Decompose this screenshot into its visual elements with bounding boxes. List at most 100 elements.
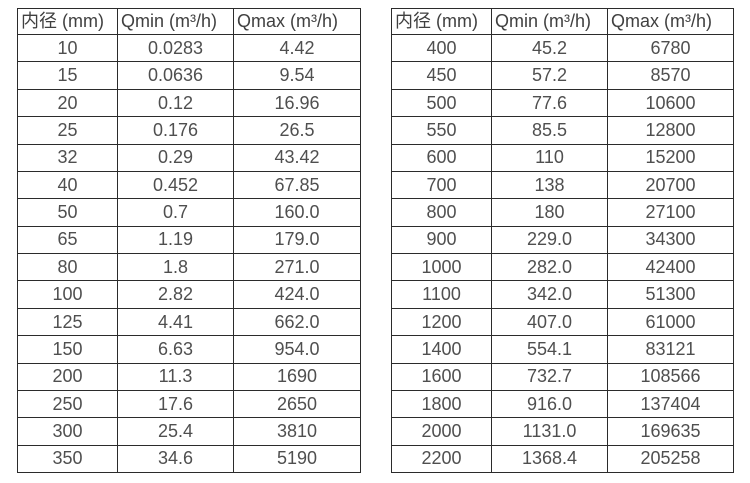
table-cell: 200 — [17, 362, 118, 391]
table-cell: 1200 — [391, 307, 492, 337]
table-cell: 32 — [17, 143, 118, 172]
table-cell: 205258 — [607, 444, 734, 474]
table-cell: 20700 — [607, 170, 734, 200]
table-cell: 550 — [391, 116, 492, 145]
table-row: 550 85.5 12800 — [391, 116, 734, 145]
table-cell: 424.0 — [233, 280, 361, 309]
table-row: 350 34.6 5190 — [17, 444, 361, 474]
table-cell: 700 — [391, 170, 492, 200]
table-row: 800 180 27100 — [391, 198, 734, 227]
column-header-qmax: Qmax (m³/h) — [607, 8, 734, 35]
table-cell: 350 — [17, 444, 118, 474]
table-row: 25 0.176 26.5 — [17, 116, 361, 145]
table-cell: 1800 — [391, 389, 492, 419]
table-cell: 77.6 — [491, 88, 608, 118]
table-cell: 180 — [491, 198, 608, 227]
table-cell: 137404 — [607, 389, 734, 419]
table-cell: 9.54 — [233, 61, 361, 90]
table-cell: 282.0 — [491, 252, 608, 282]
table-cell: 4.42 — [233, 33, 361, 63]
column-header-qmin: Qmin (m³/h) — [117, 8, 234, 35]
table-row: 2200 1368.4 205258 — [391, 444, 734, 474]
table-row: 200 11.3 1690 — [17, 362, 361, 391]
table-cell: 20 — [17, 88, 118, 118]
table-cell: 1600 — [391, 362, 492, 391]
table-cell: 125 — [17, 307, 118, 337]
table-cell: 662.0 — [233, 307, 361, 337]
table-cell: 25.4 — [117, 417, 234, 446]
table-cell: 45.2 — [491, 33, 608, 63]
table-cell: 1100 — [391, 280, 492, 309]
table-cell: 34.6 — [117, 444, 234, 474]
table-cell: 34300 — [607, 225, 734, 255]
table-cell: 12800 — [607, 116, 734, 145]
table-cell: 40 — [17, 170, 118, 200]
table-row: 150 6.63 954.0 — [17, 335, 361, 364]
table-row: 125 4.41 662.0 — [17, 307, 361, 337]
table-cell: 1.19 — [117, 225, 234, 255]
table-cell: 450 — [391, 61, 492, 90]
table-cell: 5190 — [233, 444, 361, 474]
table-cell: 61000 — [607, 307, 734, 337]
table-cell: 10600 — [607, 88, 734, 118]
table-cell: 229.0 — [491, 225, 608, 255]
table-cell: 8570 — [607, 61, 734, 90]
table-cell: 1131.0 — [491, 417, 608, 446]
table-cell: 1.8 — [117, 252, 234, 282]
table-row: 20 0.12 16.96 — [17, 88, 361, 118]
table-cell: 17.6 — [117, 389, 234, 419]
flow-table-large-diameters: 内径 (mm) Qmin (m³/h) Qmax (m³/h) 400 45.2 6… — [391, 8, 734, 474]
table-cell: 342.0 — [491, 280, 608, 309]
column-header-diameter: 内径 (mm) — [391, 8, 492, 35]
header-row: 内径 (mm) Qmin (m³/h) Qmax (m³/h) — [17, 8, 361, 35]
table-row: 10 0.0283 4.42 — [17, 33, 361, 63]
table-row: 100 2.82 424.0 — [17, 280, 361, 309]
column-header-diameter: 内径 (mm) — [17, 8, 118, 35]
table-row: 450 57.2 8570 — [391, 61, 734, 90]
table-cell: 271.0 — [233, 252, 361, 282]
table-cell: 2650 — [233, 389, 361, 419]
table-cell: 85.5 — [491, 116, 608, 145]
table-cell: 0.7 — [117, 198, 234, 227]
table-cell: 0.452 — [117, 170, 234, 200]
table-row: 700 138 20700 — [391, 170, 734, 200]
table-cell: 900 — [391, 225, 492, 255]
table-cell: 1368.4 — [491, 444, 608, 474]
table-row: 1000 282.0 42400 — [391, 252, 734, 282]
table-cell: 10 — [17, 33, 118, 63]
table-cell: 83121 — [607, 335, 734, 364]
table-cell: 916.0 — [491, 389, 608, 419]
table-cell: 15 — [17, 61, 118, 90]
table-row: 1200 407.0 61000 — [391, 307, 734, 337]
table-cell: 3810 — [233, 417, 361, 446]
table-cell: 100 — [17, 280, 118, 309]
table-cell: 27100 — [607, 198, 734, 227]
table-cell: 800 — [391, 198, 492, 227]
table-cell: 138 — [491, 170, 608, 200]
table-cell: 6.63 — [117, 335, 234, 364]
column-header-qmax: Qmax (m³/h) — [233, 8, 361, 35]
table-row: 1100 342.0 51300 — [391, 280, 734, 309]
table-row: 15 0.0636 9.54 — [17, 61, 361, 90]
table-row: 500 77.6 10600 — [391, 88, 734, 118]
table-cell: 6780 — [607, 33, 734, 63]
table-cell: 51300 — [607, 280, 734, 309]
table-cell: 2000 — [391, 417, 492, 446]
table-cell: 0.29 — [117, 143, 234, 172]
table-cell: 407.0 — [491, 307, 608, 337]
table-cell: 65 — [17, 225, 118, 255]
table-row: 900 229.0 34300 — [391, 225, 734, 255]
table-cell: 50 — [17, 198, 118, 227]
table-cell: 179.0 — [233, 225, 361, 255]
table-row: 1400 554.1 83121 — [391, 335, 734, 364]
table-cell: 1400 — [391, 335, 492, 364]
table-cell: 2200 — [391, 444, 492, 474]
table-cell: 26.5 — [233, 116, 361, 145]
table-row: 400 45.2 6780 — [391, 33, 734, 63]
table-cell: 4.41 — [117, 307, 234, 337]
table-cell: 169635 — [607, 417, 734, 446]
table-cell: 400 — [391, 33, 492, 63]
table-cell: 954.0 — [233, 335, 361, 364]
table-cell: 150 — [17, 335, 118, 364]
table-row: 65 1.19 179.0 — [17, 225, 361, 255]
